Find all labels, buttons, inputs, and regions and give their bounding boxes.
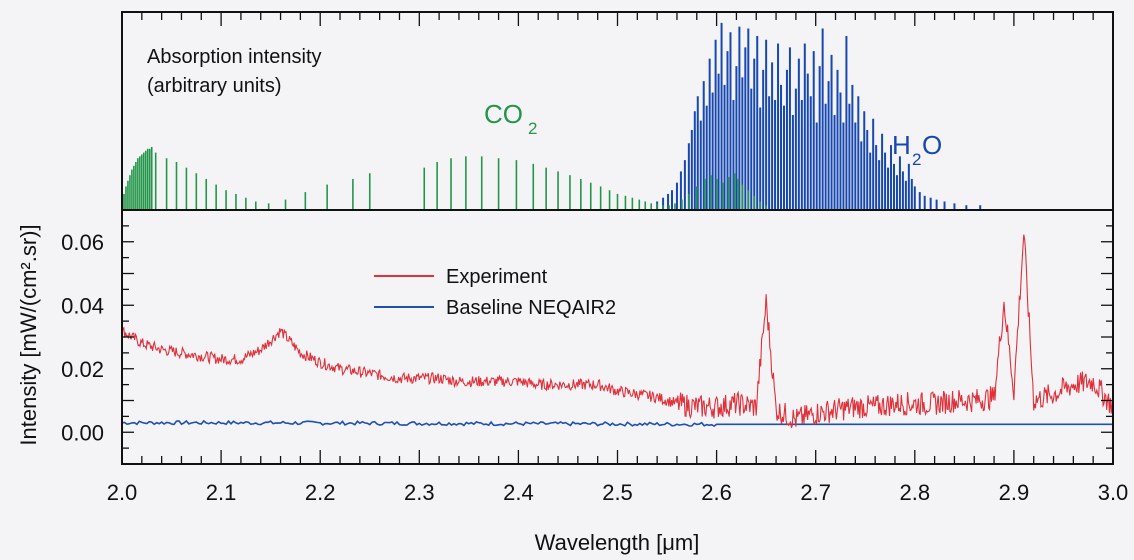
x-tick-label: 2.8 (900, 480, 931, 505)
absorption-panel-label-line2: (arbitrary units) (147, 75, 281, 97)
y-tick-label: 0.02 (61, 357, 104, 382)
h2o-label-main: H (892, 130, 911, 160)
x-tick-label: 2.5 (602, 480, 633, 505)
absorption-panel-label-line1: Absorption intensity (147, 46, 322, 68)
legend-label-baseline: Baseline NEQAIR2 (446, 297, 616, 319)
x-tick-label: 2.1 (206, 480, 237, 505)
x-tick-label: 2.4 (503, 480, 534, 505)
x-axis-title: Wavelength [μm] (535, 530, 700, 555)
x-tick-label: 2.6 (701, 480, 732, 505)
x-tick-label: 2.7 (800, 480, 831, 505)
x-tick-label: 2.9 (999, 480, 1030, 505)
x-tick-label: 3.0 (1098, 480, 1129, 505)
h2o-label-subscript: 2 (912, 150, 921, 169)
x-tick-label: 2.2 (305, 480, 336, 505)
y-tick-label: 0.00 (61, 420, 104, 445)
x-tick-label: 2.3 (404, 480, 435, 505)
x-tick-label: 2.0 (107, 480, 138, 505)
co2-label-main: CO (484, 99, 523, 129)
co2-label-subscript: 2 (528, 119, 537, 138)
legend-label-experiment: Experiment (446, 266, 548, 288)
y-tick-label: 0.04 (61, 293, 104, 318)
h2o-label-end: O (922, 130, 942, 160)
y-axis-title: Intensity [mW/(cm².sr)] (16, 224, 41, 445)
y-tick-label: 0.06 (61, 230, 104, 255)
